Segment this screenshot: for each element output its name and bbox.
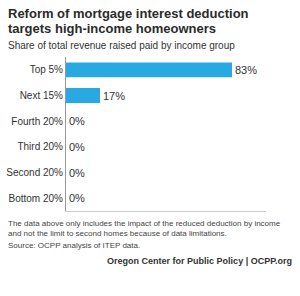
svg-text:0%: 0% <box>69 167 85 179</box>
svg-text:Fourth 20%: Fourth 20% <box>11 116 63 127</box>
svg-text:Top 5%: Top 5% <box>30 64 63 75</box>
html-text:The data above only includes t: The data above only includes the impact … <box>8 219 281 238</box>
svg-text:0%: 0% <box>69 141 85 153</box>
svg-text:Second 20%: Second 20% <box>6 167 63 178</box>
svg-text:0%: 0% <box>69 192 85 204</box>
html-text:Reform of mortgage interest de: Reform of mortgage interest deduction ta… <box>8 6 249 36</box>
svg-text:17%: 17% <box>103 90 125 102</box>
svg-text:Third 20%: Third 20% <box>17 141 63 152</box>
svg-text:Next 15%: Next 15% <box>20 90 63 101</box>
html-text:Oregon Center for Public Polic: Oregon Center for Public Policy | OCPP.o… <box>107 256 292 266</box>
html-text:Source: OCPP analysis of ITEP: Source: OCPP analysis of ITEP data. <box>8 241 141 250</box>
html-text:Share of total revenue raised: Share of total revenue raised paid by in… <box>8 40 235 51</box>
svg-text:0%: 0% <box>69 115 85 127</box>
svg-text:83%: 83% <box>235 64 257 76</box>
svg-text:Bottom 20%: Bottom 20% <box>9 193 64 204</box>
